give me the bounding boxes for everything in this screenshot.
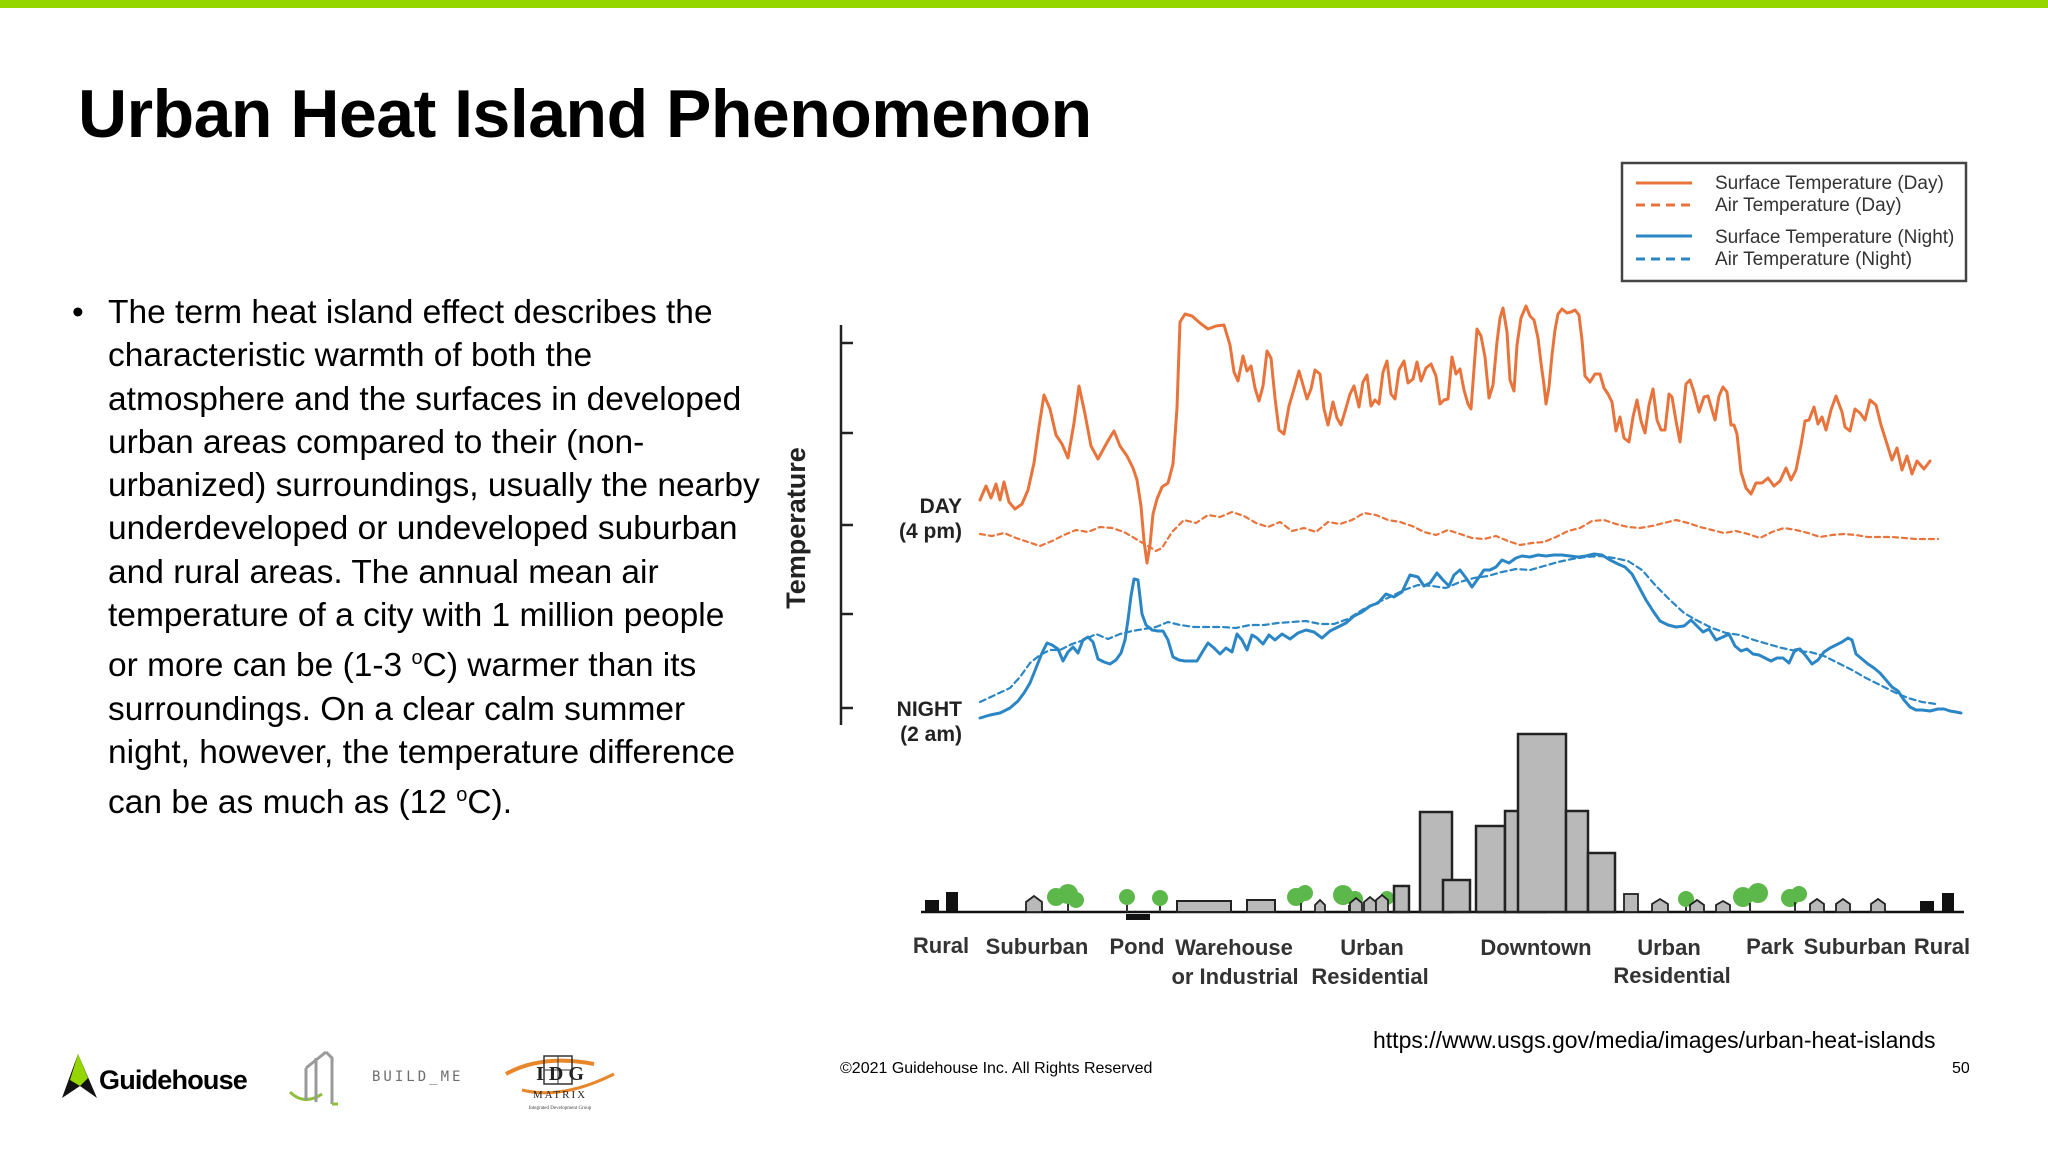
bullet-text-part1: The term heat island effect describes th…: [108, 294, 760, 685]
zone-label-rural: Rural: [913, 933, 969, 958]
bullet-symbol: •: [72, 294, 84, 331]
legend-label-air-night: Air Temperature (Night): [1715, 249, 1912, 270]
buildme-logo-icon: [288, 1050, 338, 1106]
zone-label-urban-left: Urban: [1340, 935, 1404, 960]
temperature-curves: [978, 304, 1963, 720]
air-temperature-day-line: [978, 510, 1940, 553]
zone-label-industrial: or Industrial: [1171, 964, 1298, 989]
page-number: 50: [1952, 1060, 1970, 1077]
zone-label-downtown: Downtown: [1480, 935, 1591, 960]
zone-label-warehouse: Warehouse: [1175, 935, 1293, 960]
air-temperature-night-line: [978, 554, 1938, 706]
degree-sup-1: o: [411, 647, 423, 670]
rural-house: [925, 900, 939, 912]
day-label: DAY: [920, 495, 962, 518]
legend-label-air-day: Air Temperature (Day): [1715, 195, 1902, 216]
suburban-houses: [1025, 894, 1043, 913]
night-time-label: (2 am): [900, 723, 962, 746]
residential-houses-right: [1623, 893, 1731, 913]
rural-barn: [946, 892, 958, 912]
source-link[interactable]: https://www.usgs.gov/media/images/urban-…: [1373, 1027, 1936, 1053]
slide-title: Urban Heat Island Phenomenon: [78, 76, 1092, 152]
idg-matrix-logo-icon: I D G MATRIX Integrated Development Grou…: [505, 1055, 615, 1111]
downtown-buildings: [1392, 732, 1617, 914]
zone-label-residential-left: Residential: [1311, 964, 1428, 989]
rural-house-right: [1920, 901, 1934, 912]
bullet-paragraph: • The term heat island effect describes …: [72, 291, 762, 825]
bullet-text-part2: C) warmer than its surroundings. On a cl…: [108, 647, 735, 822]
bullet-text-part3: C).: [467, 784, 512, 822]
zone-label-residential-right: Residential: [1613, 963, 1730, 988]
zone-label-suburban-right: Suburban: [1804, 934, 1907, 959]
surface-temperature-night-line: [978, 552, 1963, 720]
temperature-axis: Temperature: [781, 325, 853, 725]
accent-top-bar: [0, 0, 2048, 8]
buildme-logo-text: BUILD_ME: [372, 1069, 464, 1085]
legend-label-surface-night: Surface Temperature (Night): [1715, 227, 1954, 248]
night-label: NIGHT: [897, 698, 963, 721]
residential-houses-left: [1314, 893, 1389, 913]
idg-tagline: Integrated Development Group: [529, 1106, 592, 1111]
zone-label-urban-right: Urban: [1637, 935, 1701, 960]
idg-letters: I D G: [536, 1063, 584, 1085]
rural-barn-right: [1942, 893, 1954, 912]
zone-label-suburban: Suburban: [986, 934, 1089, 959]
pond: [1126, 914, 1150, 920]
zone-label-park: Park: [1746, 934, 1794, 959]
degree-sup-2: o: [456, 784, 468, 807]
zone-label-rural-right: Rural: [1914, 934, 1970, 959]
surface-temperature-day-line: [978, 304, 1932, 565]
day-time-label: (4 pm): [899, 520, 962, 543]
suburban-houses-right: [1809, 897, 1886, 913]
tree-group: [1047, 883, 1807, 908]
industrial-building: [1246, 899, 1276, 913]
zone-label-pond: Pond: [1110, 934, 1165, 959]
idg-matrix-text: MATRIX: [533, 1089, 587, 1101]
zone-labels: Rural Suburban Pond Warehouse or Industr…: [913, 933, 1970, 989]
copyright-text: ©2021 Guidehouse Inc. All Rights Reserve…: [840, 1060, 1153, 1077]
city-skyline: [921, 732, 1964, 920]
bullet-text: The term heat island effect describes th…: [108, 291, 762, 825]
warehouse-building: [1176, 900, 1232, 913]
urban-heat-island-diagram: Surface Temperature (Day) Air Temperatur…: [781, 161, 1970, 989]
legend: Surface Temperature (Day) Air Temperatur…: [1620, 161, 1968, 283]
legend-label-surface-day: Surface Temperature (Day): [1715, 173, 1944, 194]
y-axis-label: Temperature: [781, 447, 811, 609]
guidehouse-logo-text: Guidehouse: [99, 1065, 248, 1095]
guidehouse-logo-icon: [62, 1054, 97, 1098]
